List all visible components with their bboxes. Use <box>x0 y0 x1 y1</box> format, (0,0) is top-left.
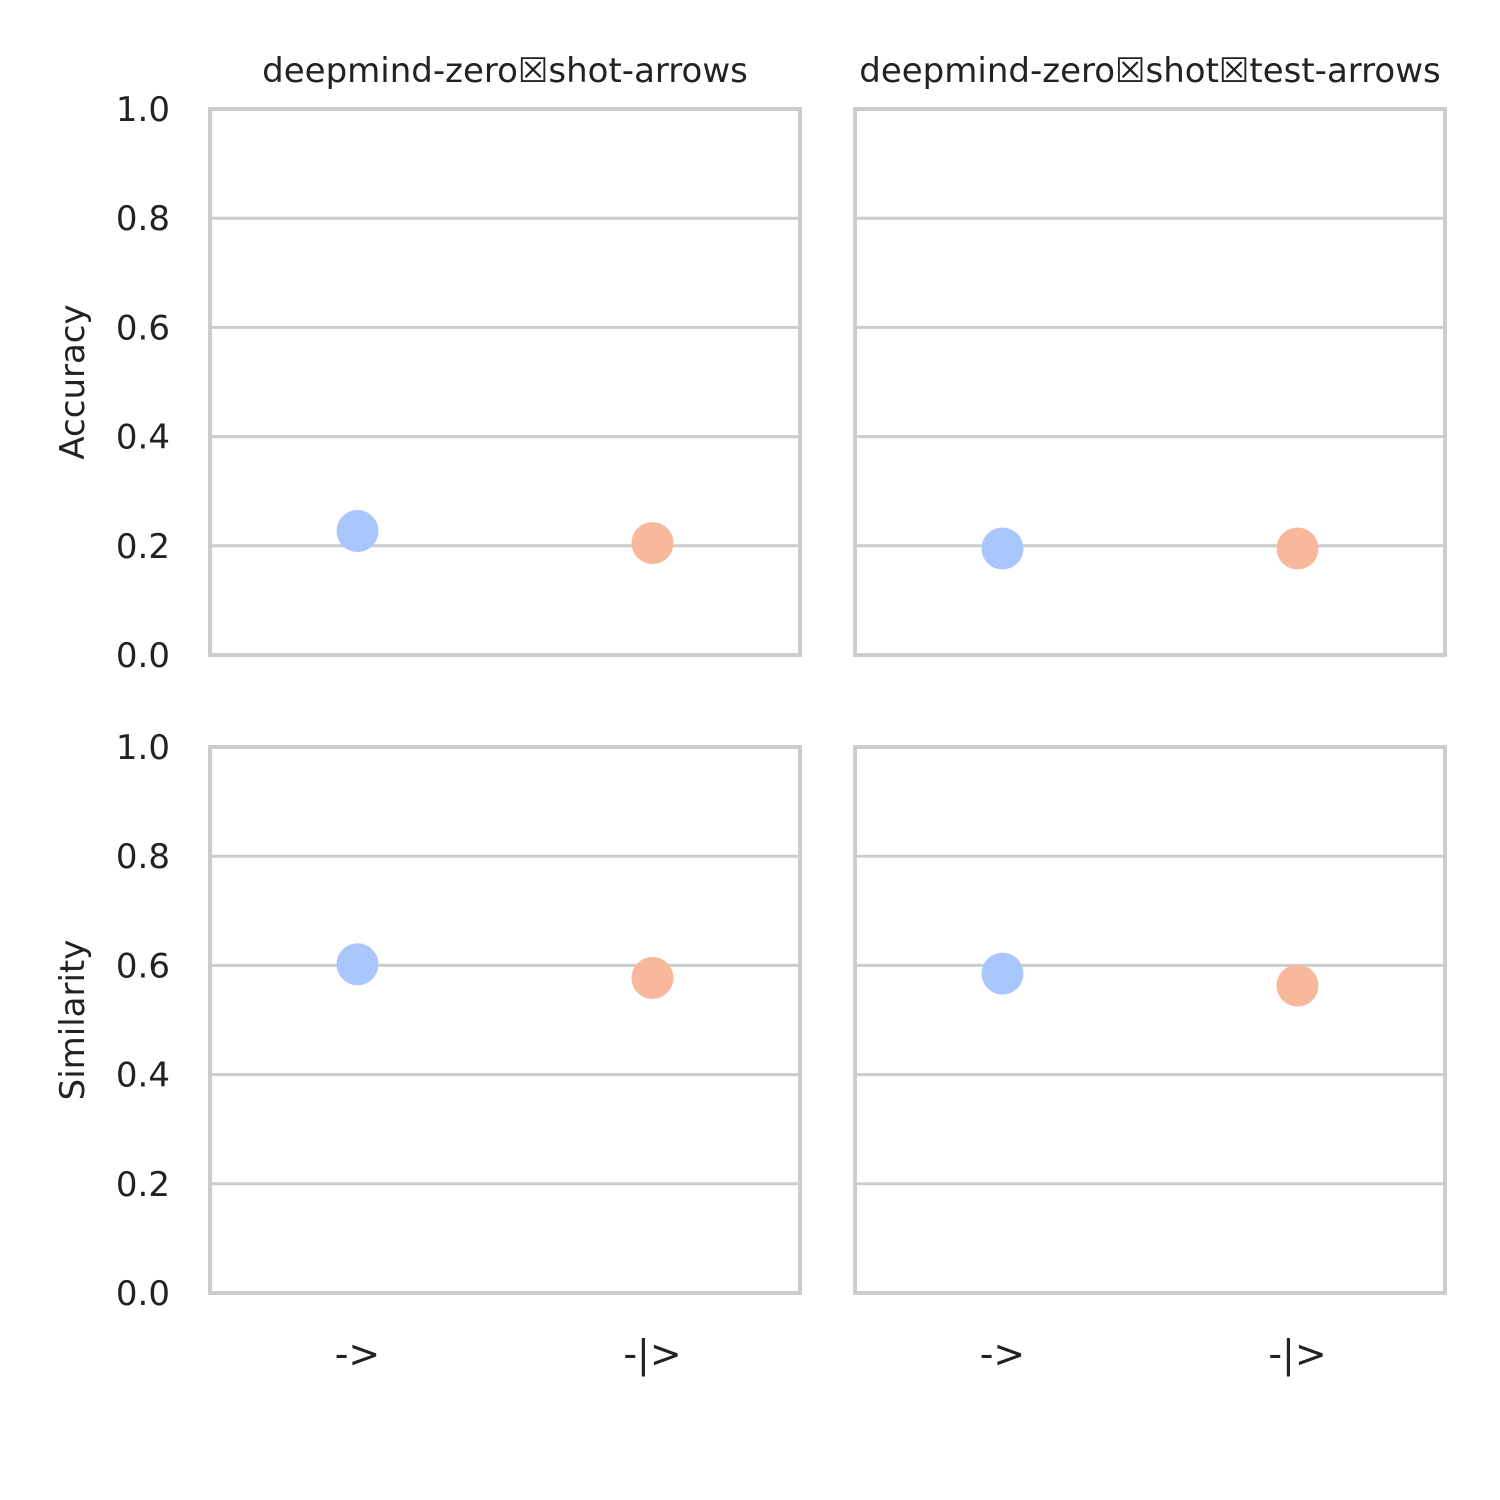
y-tick-label: 1.0 <box>116 90 170 130</box>
panel-frame <box>208 745 802 1295</box>
data-point <box>1276 527 1319 570</box>
x-tick-label: -> <box>335 1332 381 1376</box>
y-axis-label: Accuracy <box>53 304 93 459</box>
panel-title: deepmind-zero☒shot-arrows <box>262 51 748 91</box>
data-point <box>981 527 1024 570</box>
x-tick-label: -|> <box>1268 1332 1326 1377</box>
data-point <box>1276 964 1319 1007</box>
y-tick-label: 0.2 <box>116 527 170 567</box>
panel-frame <box>853 745 1447 1295</box>
y-tick-label: 0.8 <box>116 199 170 239</box>
data-point <box>336 510 379 553</box>
y-tick-label: 0.4 <box>116 1056 170 1096</box>
y-tick-label: 0.8 <box>116 837 170 877</box>
x-tick-label: -|> <box>623 1332 681 1377</box>
panel-frame <box>208 107 802 657</box>
x-tick-label: -> <box>980 1332 1026 1376</box>
panel-frame <box>853 107 1447 657</box>
y-tick-label: 0.0 <box>116 1274 170 1314</box>
data-point <box>631 522 674 565</box>
y-axis-label: Similarity <box>53 940 93 1101</box>
y-tick-label: 0.4 <box>116 418 170 458</box>
y-tick-label: 0.0 <box>116 636 170 676</box>
y-tick-label: 1.0 <box>116 728 170 768</box>
data-point <box>631 956 674 999</box>
data-point <box>336 943 379 986</box>
y-tick-label: 0.6 <box>116 946 170 986</box>
y-tick-label: 0.2 <box>116 1165 170 1205</box>
panel-title: deepmind-zero☒shot☒test-arrows <box>859 51 1440 91</box>
data-point <box>981 952 1024 995</box>
y-tick-label: 0.6 <box>116 308 170 348</box>
